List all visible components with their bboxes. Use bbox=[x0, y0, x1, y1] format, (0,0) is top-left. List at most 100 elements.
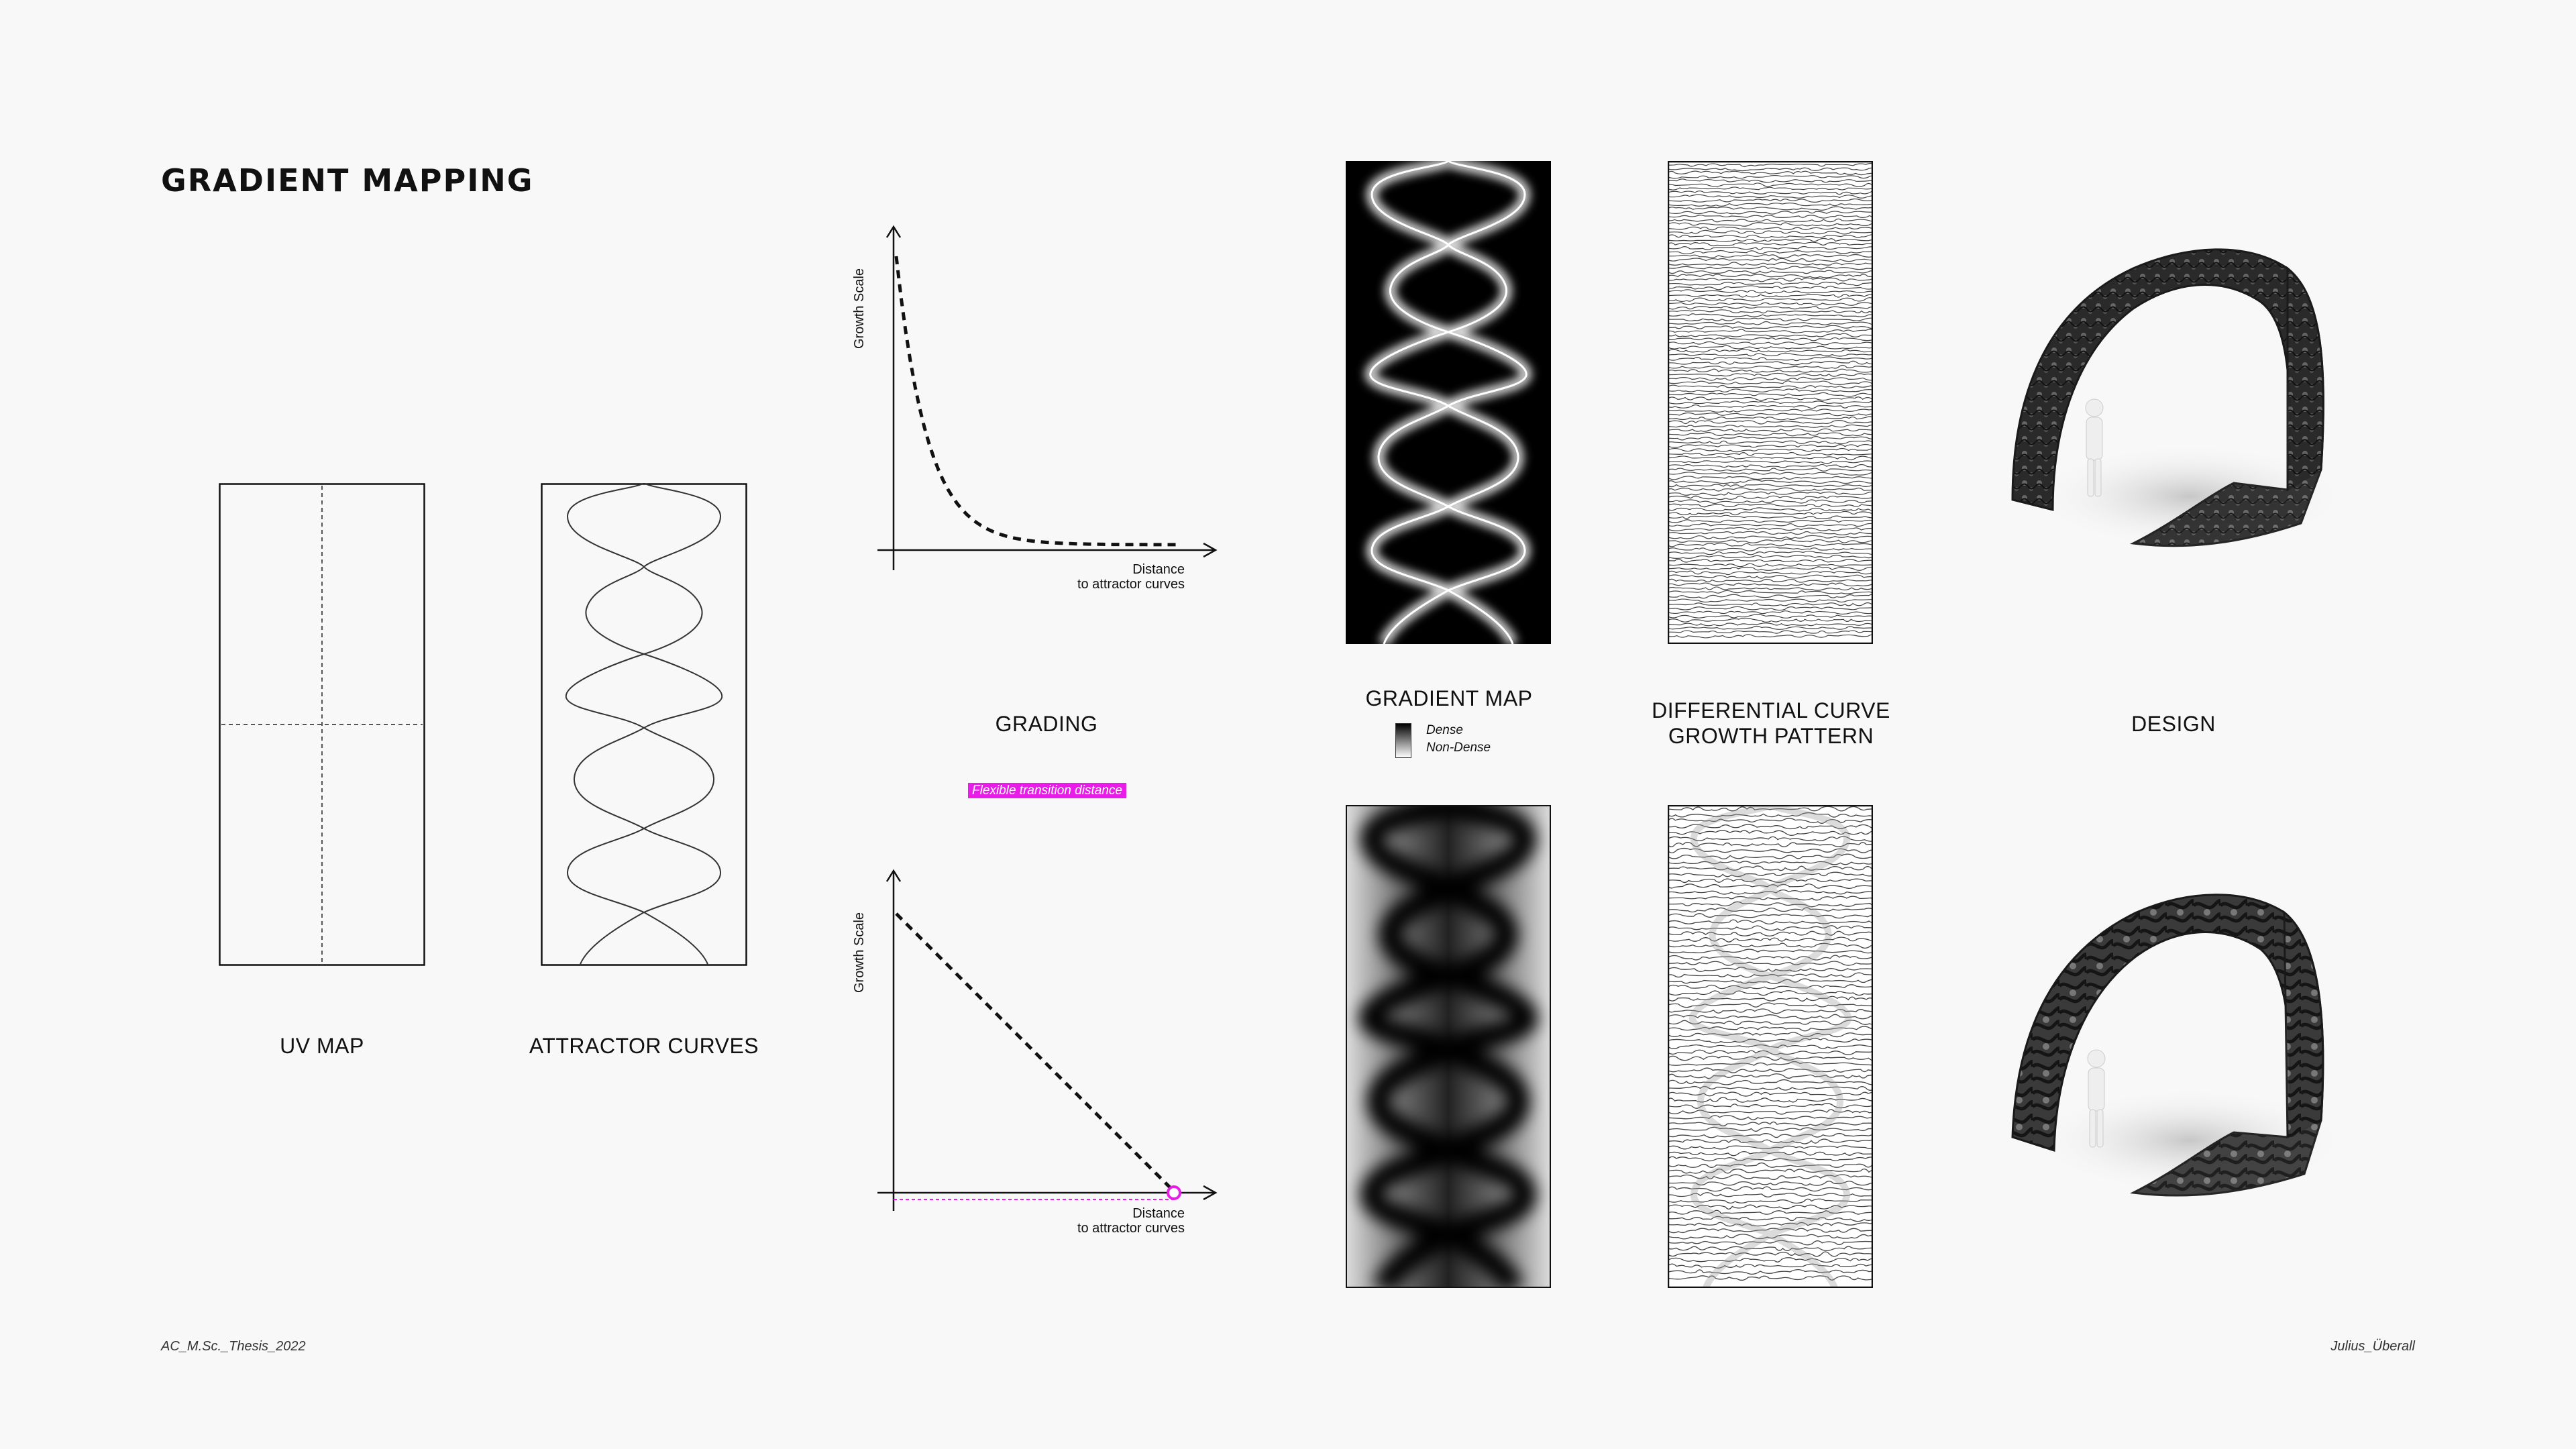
growth-line bbox=[1668, 349, 1873, 353]
growth-line bbox=[1668, 936, 1873, 943]
x-axis-arrow bbox=[1203, 542, 1218, 558]
growth-line bbox=[1668, 337, 1873, 341]
growth-line bbox=[1668, 460, 1873, 464]
growth-line bbox=[1668, 215, 1873, 219]
growth-line bbox=[1668, 1181, 1873, 1186]
linear-curve bbox=[895, 912, 1175, 1193]
growth-line bbox=[1668, 270, 1873, 274]
growth-line bbox=[1668, 170, 1873, 176]
growth-line bbox=[1668, 218, 1873, 223]
growth-line bbox=[1668, 841, 1873, 847]
growth-line bbox=[1668, 586, 1873, 591]
growth-line bbox=[1668, 1257, 1873, 1263]
growth-line bbox=[1668, 266, 1873, 270]
attractor-curve-a bbox=[565, 483, 715, 966]
growth-line bbox=[1668, 241, 1873, 247]
growth-line bbox=[1668, 634, 1873, 639]
growth-line bbox=[1668, 229, 1873, 235]
growth-line bbox=[1668, 1246, 1873, 1252]
growth-line bbox=[1668, 511, 1873, 516]
grading-chart-linear bbox=[877, 869, 1218, 1211]
growth-line bbox=[1668, 289, 1873, 294]
growth-line bbox=[1668, 405, 1873, 409]
growth-line bbox=[1668, 871, 1873, 877]
growth-line bbox=[1668, 246, 1873, 250]
chart2-ylabel: Growth Scale bbox=[852, 912, 867, 993]
flexible-transition-annotation: Flexible transition distance bbox=[968, 783, 1126, 798]
legend-dense: Dense bbox=[1426, 723, 1463, 737]
growth-line bbox=[1668, 812, 1873, 818]
growth-line bbox=[1668, 484, 1873, 488]
growth-line bbox=[1668, 491, 1873, 496]
growth-line bbox=[1668, 198, 1873, 203]
growth-line bbox=[1668, 1126, 1873, 1132]
transition-handle[interactable] bbox=[1167, 1185, 1181, 1200]
growth-line bbox=[1668, 409, 1873, 413]
growth-line bbox=[1668, 285, 1873, 290]
density-legend-swatch bbox=[1395, 723, 1411, 758]
growth-line bbox=[1668, 345, 1873, 350]
growth-line bbox=[1668, 625, 1873, 630]
differential-label-line1: DIFFERENTIAL CURVE bbox=[1652, 698, 1890, 722]
growth-line bbox=[1668, 294, 1873, 298]
growth-line bbox=[1668, 554, 1873, 559]
growth-line bbox=[1668, 890, 1873, 895]
growth-line bbox=[1668, 321, 1873, 325]
growth-line bbox=[1668, 203, 1873, 207]
growth-line bbox=[1668, 1038, 1873, 1044]
growth-line bbox=[1668, 325, 1873, 329]
growth-line bbox=[1668, 543, 1873, 547]
growth-line bbox=[1668, 1026, 1873, 1032]
growth-line bbox=[1668, 226, 1873, 231]
growth-line bbox=[1668, 865, 1873, 871]
growth-lines bbox=[1668, 806, 1873, 1281]
growth-line bbox=[1668, 1198, 1873, 1204]
growth-line bbox=[1668, 1145, 1873, 1150]
design-render-bottom bbox=[2011, 894, 2334, 1197]
growth-line bbox=[1668, 1103, 1873, 1109]
growth-line bbox=[1668, 329, 1873, 333]
growth-line bbox=[1668, 1008, 1873, 1014]
growth-line bbox=[1668, 972, 1873, 978]
chart1-xlabel-line1: Distance bbox=[1132, 562, 1185, 577]
growth-line bbox=[1668, 961, 1873, 966]
growth-line bbox=[1668, 996, 1873, 1002]
growth-line bbox=[1668, 503, 1873, 508]
annotation-wrapper: Flexible transition distance bbox=[950, 783, 1144, 798]
growth-line bbox=[1668, 1091, 1873, 1097]
decay-curve bbox=[894, 256, 1178, 547]
growth-line bbox=[1668, 535, 1873, 539]
footer-left: AC_M.Sc._Thesis_2022 bbox=[161, 1339, 306, 1354]
growth-line bbox=[1668, 594, 1873, 599]
design-label: DESIGN bbox=[2131, 712, 2216, 736]
growth-line bbox=[1668, 472, 1873, 476]
growth-line bbox=[1668, 1073, 1873, 1079]
growth-line bbox=[1668, 364, 1873, 370]
growth-line bbox=[1668, 1032, 1873, 1038]
growth-line bbox=[1668, 206, 1873, 211]
growth-line bbox=[1668, 978, 1873, 984]
growth-line bbox=[1668, 519, 1873, 523]
growth-line bbox=[1668, 455, 1873, 461]
growth-line bbox=[1668, 281, 1873, 286]
growth-line bbox=[1668, 1162, 1873, 1168]
growth-pattern-bottom bbox=[1668, 805, 1873, 1288]
growth-line bbox=[1668, 1192, 1873, 1197]
growth-line bbox=[1668, 570, 1873, 576]
growth-line bbox=[1668, 412, 1873, 417]
growth-line bbox=[1668, 574, 1873, 579]
growth-line bbox=[1668, 1109, 1873, 1115]
growth-line bbox=[1668, 919, 1873, 925]
chart1-ylabel: Growth Scale bbox=[852, 268, 867, 349]
growth-line bbox=[1668, 499, 1873, 504]
growth-line bbox=[1668, 1138, 1873, 1144]
page-title: GRADIENT MAPPING bbox=[161, 162, 534, 199]
person-figure bbox=[2087, 1049, 2106, 1148]
grading-label: GRADING bbox=[995, 712, 1098, 736]
growth-line bbox=[1668, 447, 1873, 453]
growth-line bbox=[1668, 420, 1873, 425]
growth-line bbox=[1668, 1234, 1873, 1240]
growth-line bbox=[1668, 1002, 1873, 1008]
growth-line bbox=[1668, 191, 1873, 195]
growth-line bbox=[1668, 305, 1873, 310]
